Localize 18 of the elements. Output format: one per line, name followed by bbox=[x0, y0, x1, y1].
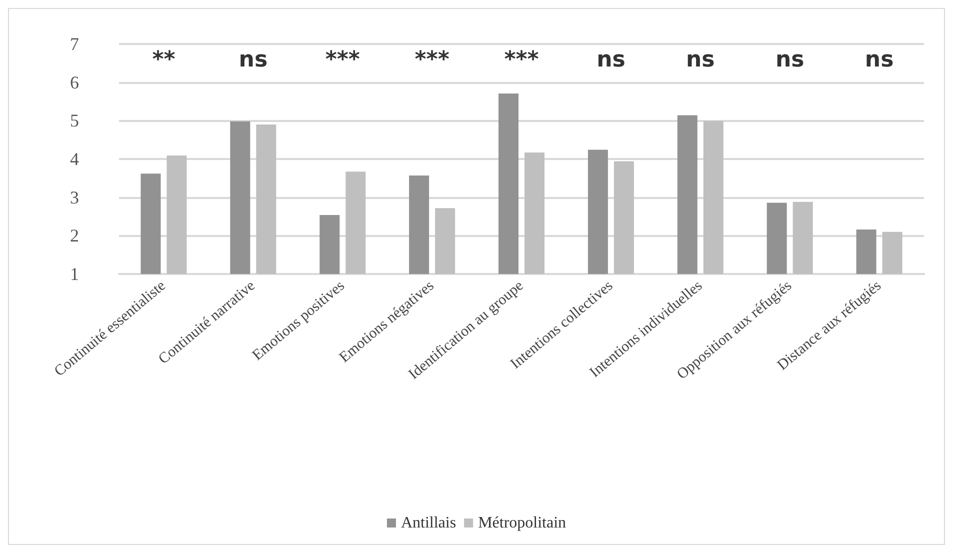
annotation: ns bbox=[596, 48, 626, 73]
y-tick-label: 6 bbox=[70, 72, 79, 92]
annotation: *** bbox=[414, 48, 450, 73]
annotation: ns bbox=[864, 48, 894, 73]
y-tick-label: 2 bbox=[70, 226, 79, 246]
annotation: ns bbox=[238, 48, 268, 73]
y-tick-label: 4 bbox=[70, 149, 79, 169]
legend-label: Antillais bbox=[400, 514, 456, 532]
annotation: ns bbox=[775, 48, 804, 73]
annotation: ** bbox=[152, 48, 176, 73]
legend-label: Métropolitain bbox=[478, 514, 566, 532]
annotation: *** bbox=[504, 48, 540, 73]
y-tick-label: 7 bbox=[70, 34, 79, 54]
y-tick-label: 3 bbox=[70, 187, 79, 208]
annotation: ns bbox=[686, 48, 715, 73]
y-tick-label: 5 bbox=[70, 110, 79, 131]
annotation: *** bbox=[325, 48, 360, 73]
y-tick-label: 1 bbox=[70, 264, 79, 284]
